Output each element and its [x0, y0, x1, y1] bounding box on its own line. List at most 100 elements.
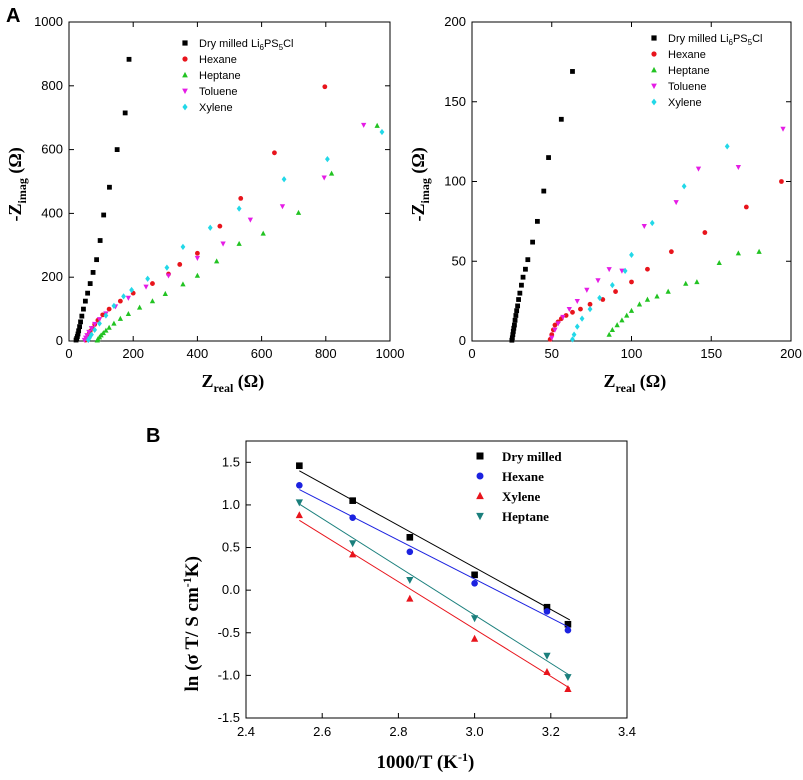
series-dry-milled [296, 462, 572, 628]
data-point [546, 155, 551, 160]
legend-marker [651, 66, 657, 73]
legend-marker [651, 35, 657, 41]
data-point [735, 250, 742, 256]
data-point [555, 321, 561, 327]
data-point [587, 305, 593, 313]
data-point [74, 334, 80, 339]
x-tick-label: 3.0 [466, 724, 484, 739]
data-point [143, 284, 149, 290]
data-point [194, 272, 201, 278]
data-point [379, 128, 385, 136]
legend-marker [476, 491, 484, 500]
data-point [564, 626, 572, 634]
data-point [295, 499, 303, 507]
legend-label: Toluene [668, 81, 707, 93]
data-point [512, 317, 518, 323]
data-point [84, 333, 90, 339]
x-tick-label: 600 [251, 346, 273, 361]
data-point [541, 188, 547, 194]
data-point [641, 224, 647, 230]
data-point [560, 314, 566, 320]
legend-label: Heptane [668, 65, 710, 77]
legend-label: Xylene [668, 97, 702, 109]
legend-label: Hexane [668, 49, 706, 61]
data-point [406, 594, 414, 602]
data-point [361, 122, 367, 128]
data-point [515, 303, 521, 309]
x-axis-title: Zreal (Ω) [604, 371, 667, 395]
data-point [619, 317, 625, 323]
y-tick-label: 0.0 [222, 582, 240, 597]
data-point [636, 301, 643, 307]
data-point [406, 576, 414, 584]
x-tick-label: 3.4 [618, 724, 636, 739]
data-point [552, 322, 558, 328]
data-point [150, 281, 155, 286]
data-point [606, 331, 612, 337]
data-point [614, 322, 620, 328]
legend-label: Xylene [199, 102, 233, 114]
data-point [509, 335, 515, 341]
data-point [164, 264, 170, 271]
legend-marker [651, 51, 657, 57]
data-point [564, 685, 572, 692]
data-point [117, 298, 123, 304]
x-tick-label: 0 [468, 346, 475, 361]
x-tick-label: 400 [187, 346, 209, 361]
data-point [195, 250, 200, 256]
data-point [100, 312, 106, 318]
data-point [543, 652, 551, 660]
data-point [75, 331, 81, 337]
data-point [406, 548, 414, 556]
data-point [96, 317, 103, 323]
data-point [126, 56, 132, 62]
legend-marker [476, 472, 484, 480]
data-point [114, 147, 120, 152]
data-point [180, 243, 186, 251]
data-point [85, 336, 91, 344]
data-point [214, 258, 220, 264]
chart-a1: 0 200 400 600 800 1000 0 200 400 600 800 1000 Zreal … [5, 14, 404, 395]
data-point [78, 319, 83, 325]
fit-line [299, 470, 571, 621]
data-point [101, 212, 107, 218]
series-heptane [94, 122, 380, 343]
data-point [566, 306, 572, 312]
y-tick-label: 400 [41, 205, 63, 220]
data-point [129, 286, 134, 294]
y-tick-label: -1.0 [218, 667, 240, 682]
data-point [111, 320, 117, 326]
x-tick-label: 0 [65, 346, 72, 361]
data-point [609, 282, 615, 289]
y-tick-label: 0 [56, 333, 63, 348]
data-point [694, 279, 700, 285]
data-point [349, 514, 356, 522]
data-point [543, 668, 551, 675]
data-point [609, 326, 615, 332]
data-point [471, 571, 478, 579]
y-axis-title: ln (σ T/ S cm-1K) [180, 556, 203, 691]
y-tick-label: 1000 [34, 14, 63, 29]
legend-label: Toluene [199, 86, 238, 98]
data-point [512, 322, 517, 328]
data-point [595, 278, 601, 284]
chart-a2: 0 50 100 150 200 0 50 100 150 200 Zreal (Ω) -Zimag … [408, 14, 802, 395]
data-point [272, 150, 277, 156]
data-point [349, 497, 356, 504]
fit-line [299, 503, 571, 676]
data-point [281, 176, 287, 183]
data-point [779, 179, 784, 184]
y-tick-label: -1.5 [218, 710, 240, 725]
data-point [673, 200, 679, 206]
series-dry-milled-li6ps5cl [509, 69, 575, 343]
data-point [578, 306, 583, 312]
series-hexane [547, 179, 784, 342]
x-tick-label: 200 [122, 346, 144, 361]
data-point [279, 204, 286, 210]
series-xylene [85, 128, 385, 344]
data-point [570, 309, 575, 315]
legend-label: Dry milled Li6PS5Cl [199, 38, 294, 52]
data-point [92, 321, 98, 327]
legend-marker [651, 98, 657, 106]
